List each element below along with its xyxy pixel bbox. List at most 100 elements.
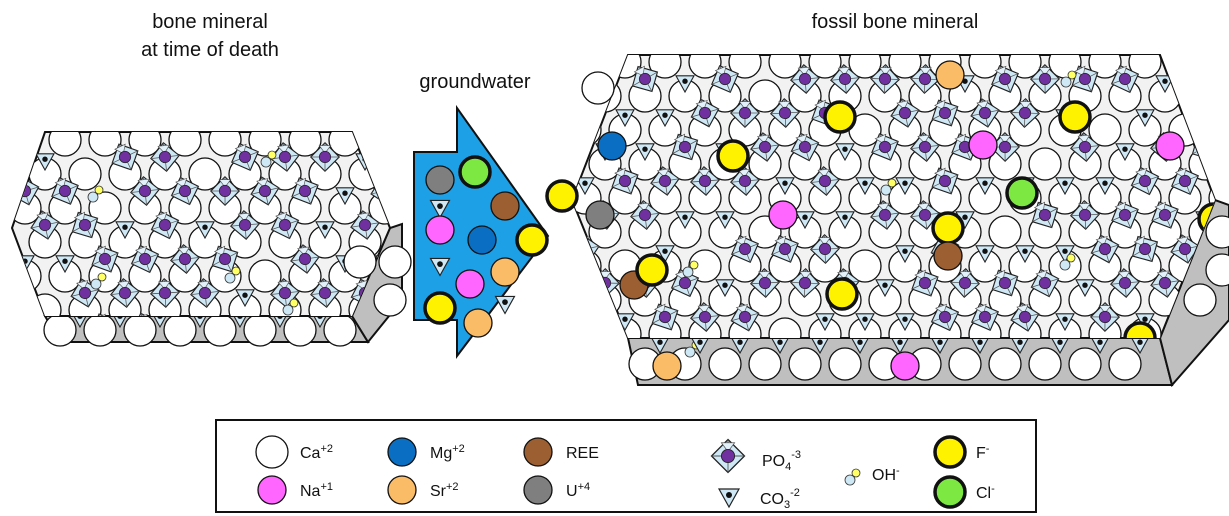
ca-ion <box>68 157 102 191</box>
ca-ion <box>1028 147 1062 181</box>
ca-ion <box>788 347 822 381</box>
phosphate-ion <box>749 267 781 299</box>
phosphate-ion <box>211 245 239 273</box>
carbonate-ion <box>810 336 830 355</box>
phosphate-ion <box>910 200 940 230</box>
phosphate-ion <box>789 267 821 299</box>
carbonate-ion <box>855 177 875 196</box>
initial-title-line1: bone mineral <box>152 11 268 33</box>
carbonate-ion <box>494 295 516 315</box>
ca-ion <box>12 132 42 157</box>
carbonate-ion <box>655 245 675 264</box>
sr-ion <box>652 351 682 381</box>
carbonate-ion <box>835 211 855 230</box>
fossil-crystal-bottom-ions <box>628 215 1229 381</box>
ca-ion <box>1183 283 1217 317</box>
ca-ion <box>708 347 742 381</box>
phosphate-ion <box>572 302 600 332</box>
ca-ion <box>572 113 602 147</box>
phosphate-ion <box>1130 166 1160 196</box>
ca-ion <box>768 317 802 338</box>
phosphate-ion <box>790 64 820 94</box>
phosphate-ion <box>750 132 780 162</box>
na-ion <box>1155 131 1185 161</box>
ca-ion <box>748 347 782 381</box>
phosphate-ion <box>1131 235 1159 263</box>
carbonate-ion <box>715 211 735 230</box>
phosphate-ion <box>290 244 320 274</box>
carbonate-ion <box>235 289 255 308</box>
hydroxide-ion <box>682 260 699 278</box>
ca-ion <box>88 132 122 157</box>
hydroxide-ion <box>282 298 299 316</box>
phosphate-ion <box>771 235 799 263</box>
carbonate-ion <box>315 221 335 240</box>
phosphate-ion <box>1109 267 1141 299</box>
hydroxide-ion <box>224 266 241 284</box>
initial-crystal <box>10 131 412 347</box>
f-ion <box>515 223 549 257</box>
legend-ree-symbol <box>523 437 553 467</box>
phosphate-ion <box>910 132 940 162</box>
carbonate-ion <box>1055 313 1075 332</box>
ca-ion <box>1208 181 1215 215</box>
ca-ion <box>378 245 412 279</box>
ca-ion <box>1088 113 1122 147</box>
legend-ree-label: REE <box>566 445 599 462</box>
phosphate-ion <box>890 98 920 128</box>
initial-crystal-ions <box>12 132 390 316</box>
ca-ion <box>1068 347 1102 381</box>
legend-symbols <box>255 435 967 509</box>
hydroxide-ion <box>87 185 104 203</box>
phosphate-ion <box>970 98 1000 128</box>
phosphate-ion <box>909 63 941 95</box>
phosphate-ion <box>809 233 841 265</box>
ca-ion <box>572 317 602 338</box>
legend-sr-label: Sr+2 <box>430 481 459 500</box>
phosphate-ion <box>731 235 759 263</box>
ca-ion <box>323 313 357 347</box>
mg-ion <box>467 225 497 255</box>
phosphate-ion <box>931 99 959 127</box>
phosphate-ion <box>930 302 960 332</box>
carbonate-ion <box>575 177 595 196</box>
phosphate-ion <box>911 269 939 297</box>
carbonate-ion <box>895 245 915 264</box>
phosphate-ion <box>51 177 79 205</box>
phosphate-ion <box>170 176 200 206</box>
ca-ion <box>83 313 117 347</box>
phosphate-ion <box>1029 63 1061 95</box>
phosphate-ion <box>1071 65 1099 93</box>
phosphate-ion <box>1010 302 1040 332</box>
phosphate-ion <box>689 165 721 197</box>
hydroxide-ion <box>260 150 277 168</box>
hydroxide-ion <box>880 178 897 196</box>
carbonate-ion <box>975 177 995 196</box>
carbonate-ion <box>1135 109 1155 128</box>
f-ion <box>716 139 750 173</box>
phosphate-ion <box>769 97 801 129</box>
legend-oh-label: OH- <box>872 465 900 484</box>
ca-ion <box>888 55 922 79</box>
ca-ion <box>688 55 722 79</box>
phosphate-ion <box>1070 132 1100 162</box>
phosphate-ion <box>1069 199 1101 231</box>
carbonate-ion <box>1075 279 1095 298</box>
f-ion <box>635 253 669 287</box>
phosphate-ion <box>690 98 720 128</box>
ca-ion <box>1188 79 1215 113</box>
phosphate-ion <box>1170 234 1200 264</box>
carbonate-ion <box>1095 177 1115 196</box>
ca-ion <box>208 132 242 157</box>
legend-u-symbol <box>523 475 553 505</box>
phosphate-ion <box>30 210 60 240</box>
phosphate-ion <box>711 65 739 93</box>
phosphate-ion <box>991 269 1019 297</box>
mg-ion <box>597 131 627 161</box>
f-ion <box>1058 100 1092 134</box>
u-ion <box>585 200 615 230</box>
ca-ion <box>1108 347 1142 381</box>
initial-title-line2: at time of death <box>141 39 279 61</box>
f-ion <box>825 277 859 311</box>
